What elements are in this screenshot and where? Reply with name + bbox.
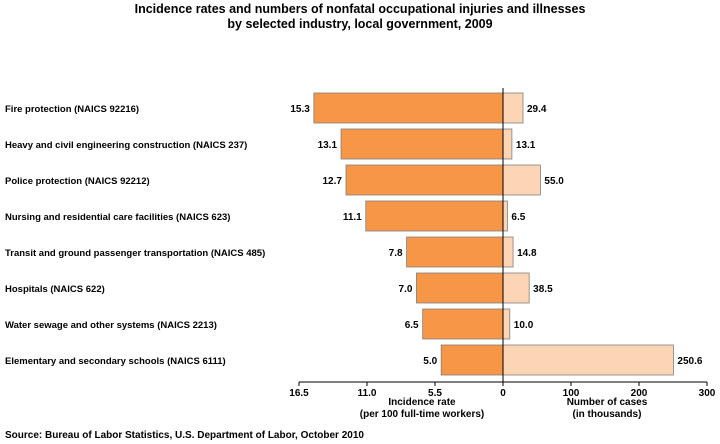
cases-bar xyxy=(502,236,514,268)
category-label: Fire protection (NAICS 92216) xyxy=(5,104,139,115)
rate-value-label: 5.0 xyxy=(423,356,437,367)
rate-value-label: 7.0 xyxy=(399,284,413,295)
rate-value-label: 13.1 xyxy=(318,140,338,151)
cases-value-label: 6.5 xyxy=(511,212,525,223)
category-label: Elementary and secondary schools (NAICS … xyxy=(5,356,226,367)
category-label: Heavy and civil engineering construction… xyxy=(5,140,247,151)
cases-value-label: 13.1 xyxy=(516,140,536,151)
rate-value-label: 11.1 xyxy=(343,212,362,223)
cases-value-label: 38.5 xyxy=(533,284,553,295)
cases-bar xyxy=(502,200,508,232)
rate-bar xyxy=(345,164,504,196)
right-axis-tick-label: 300 xyxy=(699,388,716,399)
rate-bar xyxy=(416,272,504,304)
cases-bar xyxy=(502,92,524,124)
rate-value-label: 15.3 xyxy=(290,104,310,115)
left-axis-tick-label: 16.5 xyxy=(289,388,309,399)
source-note: Source: Bureau of Labor Statistics, U.S.… xyxy=(5,430,364,441)
rate-bar xyxy=(365,200,504,232)
cases-value-label: 29.4 xyxy=(527,104,547,115)
right-axis-tick-label: 200 xyxy=(631,388,648,399)
cases-value-label: 250.6 xyxy=(677,356,702,367)
right-axis-title-line2: (in thousands) xyxy=(572,409,642,420)
category-label: Water sewage and other systems (NAICS 22… xyxy=(5,320,217,331)
cases-value-label: 55.0 xyxy=(544,176,564,187)
left-axis-title: Incidence rate (per 100 full-time worker… xyxy=(322,397,522,421)
cases-bar xyxy=(502,128,513,160)
left-axis-title-line2: (per 100 full-time workers) xyxy=(359,409,485,420)
cases-value-label: 10.0 xyxy=(514,320,534,331)
rate-bar xyxy=(440,344,504,376)
left-axis-tick-label: 11.0 xyxy=(358,388,377,399)
left-axis-tick-label: 5.5 xyxy=(428,388,442,399)
cases-bar xyxy=(502,344,674,376)
right-axis-title-line1: Number of cases xyxy=(566,397,648,408)
rate-value-label: 12.7 xyxy=(323,176,343,187)
chart-title-line1: Incidence rates and numbers of nonfatal … xyxy=(134,2,586,16)
cases-bar xyxy=(502,272,530,304)
category-label: Transit and ground passenger transportat… xyxy=(5,248,265,259)
right-axis-title: Number of cases (in thousands) xyxy=(537,397,677,421)
chart-title-line2: by selected industry, local government, … xyxy=(227,17,493,31)
rate-value-label: 7.8 xyxy=(389,248,403,259)
cases-bar xyxy=(502,164,541,196)
cases-bar xyxy=(502,308,511,340)
category-label: Police protection (NAICS 92212) xyxy=(5,176,150,187)
category-label: Nursing and residential care facilities … xyxy=(5,212,230,223)
rate-bar xyxy=(340,128,504,160)
rate-value-label: 6.5 xyxy=(405,320,419,331)
chart-title: Incidence rates and numbers of nonfatal … xyxy=(0,2,720,32)
right-axis-tick-label: 100 xyxy=(563,388,580,399)
left-axis-tick-label: 0 xyxy=(500,388,506,399)
rate-bar xyxy=(313,92,504,124)
rate-bar xyxy=(422,308,504,340)
left-axis-title-line1: Incidence rate xyxy=(388,397,456,408)
cases-value-label: 14.8 xyxy=(517,248,537,259)
category-label: Hospitals (NAICS 622) xyxy=(5,284,105,295)
rate-bar xyxy=(406,236,504,268)
